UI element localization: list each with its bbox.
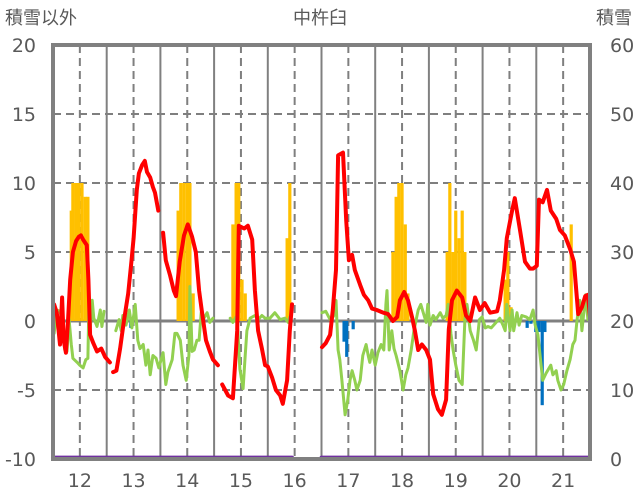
plot-frame [51,43,592,461]
x-tick-label: 20 [497,470,521,492]
left-y-tick-label: -5 [17,380,36,402]
snow-bar [445,252,449,321]
left-y-tick-label: -10 [5,449,36,471]
right-y-tick-label: 40 [610,173,634,195]
x-tick-label: 13 [121,470,145,492]
right-y-tick-label: 60 [610,35,634,57]
negative-bar [529,321,533,324]
snow-bar [240,279,244,321]
snow-bar [77,183,81,321]
negative-bar [543,321,547,333]
green-series-line [320,289,590,417]
snow-bar [191,293,195,321]
snow-bar [569,224,573,321]
right-y-tick-label: 0 [610,449,622,471]
x-tick-label: 12 [68,470,92,492]
snow-bar [80,183,84,321]
negative-bar [351,321,355,330]
x-tick-label: 15 [229,470,253,492]
red-series-line [220,223,294,406]
snow-bar [463,252,467,321]
red-series-line [320,150,592,417]
left-axis-title: 積雪以外 [5,8,77,29]
right-y-tick-label: 20 [610,311,634,333]
green-series-line [114,285,215,386]
snow-bar [288,183,292,321]
left-y-tick-label: 20 [12,35,36,57]
snow-bar [74,183,78,321]
snow-bar [188,183,192,321]
snow-bar [182,183,186,321]
left-y-tick-label: 5 [24,242,36,264]
snow-bar [460,210,464,321]
negative-bar [345,321,349,357]
negative-bar [525,321,529,328]
snow-bar [394,196,398,321]
x-tick-label: 21 [551,470,575,492]
snow-bar [403,224,407,321]
snow-bar [457,238,461,321]
red-series-line [52,233,112,365]
snow-bar [285,238,289,321]
snow-bar [506,252,510,321]
snow-bar [234,183,238,321]
left-y-tick-label: 0 [24,311,36,333]
negative-bar [537,321,541,333]
right-axis-title: 積雪 [596,8,632,29]
negative-bar [342,321,346,342]
right-y-tick-label: 50 [610,104,634,126]
snow-bar [454,210,458,321]
x-tick-label: 19 [444,470,468,492]
chart-title: 中杵臼 [293,8,347,29]
snow-bar [83,196,87,321]
snow-bar [451,252,455,321]
right-y-tick-label: 10 [610,380,634,402]
red-series-line [111,158,161,375]
snow-bar [503,279,507,321]
right-y-tick-label: 30 [610,242,634,264]
x-tick-label: 16 [283,470,307,492]
snow-bar [448,183,452,321]
red-series-line [161,222,220,368]
snow-bar [391,252,395,321]
snow-bar [243,293,247,321]
snow-bar [231,224,235,321]
bars [69,183,573,406]
x-tick-label: 17 [336,470,360,492]
snow-bar [400,183,404,321]
x-tick-label: 18 [390,470,414,492]
snow-bar [397,183,401,321]
snow-bar [185,183,189,321]
left-y-tick-label: 10 [12,173,36,195]
x-tick-label: 14 [175,470,199,492]
left-y-tick-label: 15 [12,104,36,126]
